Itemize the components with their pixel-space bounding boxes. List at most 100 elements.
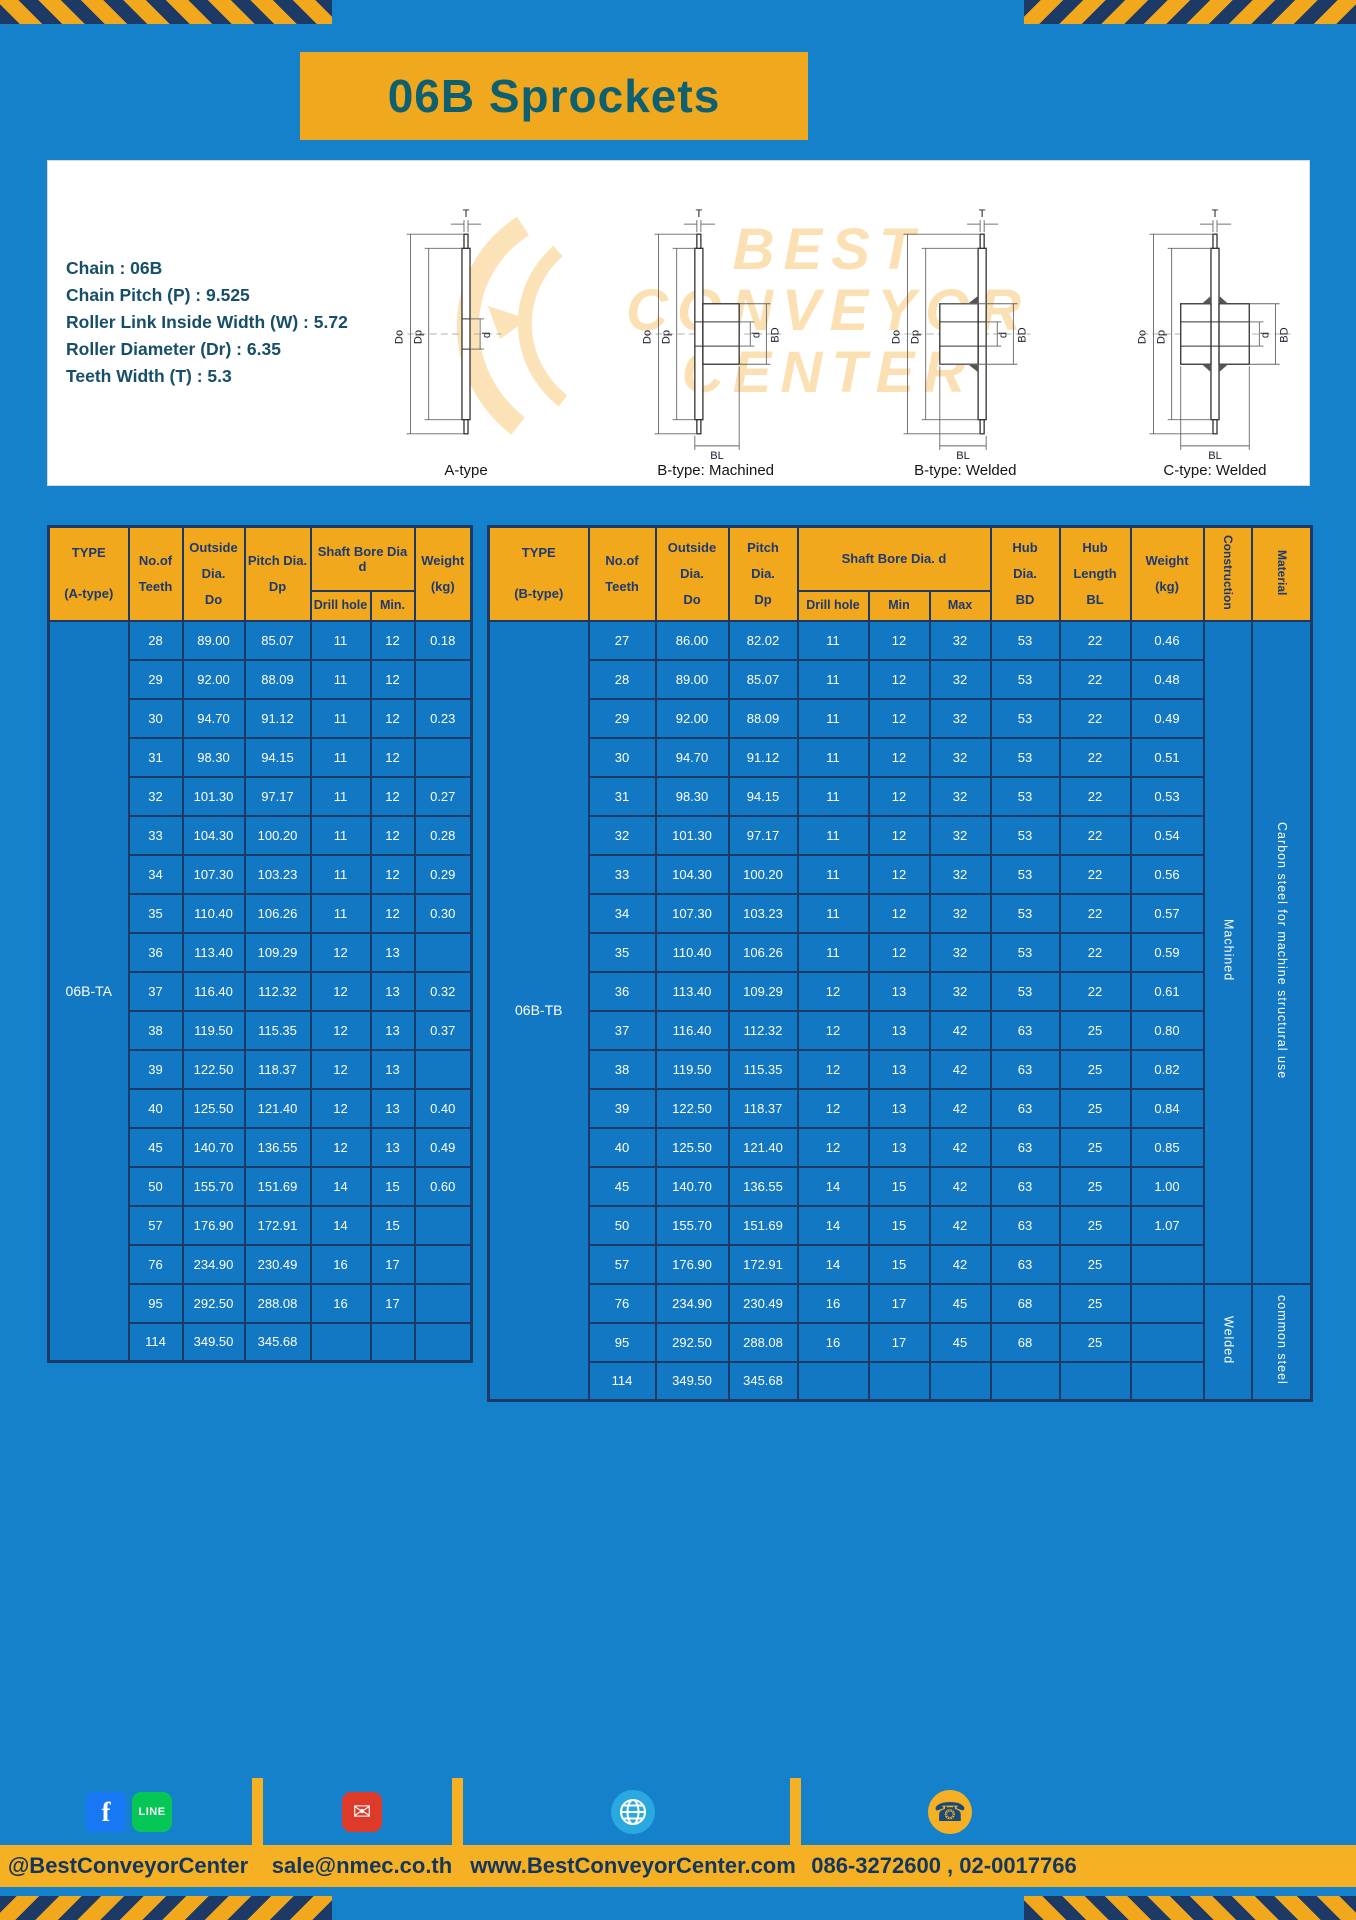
data-cell: 92.00	[181, 658, 246, 700]
data-cell: 13	[867, 1087, 931, 1129]
data-cell: 82.02	[727, 619, 799, 661]
table-row: 38 119.50 115.35 12 13 42 63 25 0.82	[489, 1048, 1312, 1090]
data-cell: 11	[309, 619, 372, 661]
data-cell: 32	[928, 814, 992, 856]
dim-label-bl: BL	[957, 450, 971, 460]
table-row: 37 116.40 112.32 12 13 0.32	[49, 970, 473, 1012]
figure-caption: C-type: Welded	[1163, 462, 1267, 479]
phone-icon: ☎	[928, 1790, 972, 1834]
col-min: Min.	[369, 589, 416, 622]
data-cell: 115.35	[727, 1048, 799, 1090]
col-teeth: No.of Teeth	[127, 525, 184, 622]
table-row: 34 107.30 103.23 11 12 32 53 22 0.57	[489, 892, 1312, 934]
data-cell: 121.40	[243, 1087, 312, 1129]
table-row: 36 113.40 109.29 12 13	[49, 931, 473, 973]
envelope-glyph: ✉	[352, 1799, 372, 1824]
table-row: 45 140.70 136.55 12 13 0.49	[49, 1126, 473, 1168]
col-outside-dia: Outside Dia. Do	[654, 525, 730, 622]
data-cell: 42	[928, 1087, 992, 1129]
data-cell: 12	[867, 658, 931, 700]
data-cell: 115.35	[243, 1009, 312, 1051]
table-row: 31 98.30 94.15 11 12 32 53 22 0.53	[489, 775, 1312, 817]
data-cell: 0.40	[413, 1087, 473, 1129]
data-cell: 45	[127, 1126, 184, 1168]
data-cell: 22	[1058, 658, 1132, 700]
data-cell: 85.07	[243, 619, 312, 661]
col-pitch-dia: Pitch Dia. Dp	[243, 525, 312, 622]
data-cell: 0.32	[413, 970, 473, 1012]
data-cell: 14	[309, 1165, 372, 1207]
dim-label-t: T	[695, 208, 702, 220]
data-cell: 0.51	[1129, 736, 1205, 778]
data-cell: 11	[309, 892, 372, 934]
page-title: 06B Sprockets	[387, 70, 721, 122]
data-cell	[413, 931, 473, 973]
table-row: 38 119.50 115.35 12 13 0.37	[49, 1009, 473, 1051]
data-cell: 292.50	[654, 1321, 730, 1363]
data-cell: 151.69	[727, 1204, 799, 1246]
data-cell: 288.08	[243, 1282, 312, 1324]
line-glyph: LINE	[138, 1806, 166, 1818]
data-cell: 32	[928, 931, 992, 973]
figure-b-type-machined: T Do Dp d BD BL B-type: Machined	[630, 169, 802, 479]
data-cell: 0.56	[1129, 853, 1205, 895]
data-cell: 118.37	[727, 1087, 799, 1129]
data-cell: 13	[369, 1048, 416, 1090]
data-cell: 63	[989, 1243, 1061, 1285]
data-cell: 100.20	[243, 814, 312, 856]
table-row: 30 94.70 91.12 11 12 32 53 22 0.51	[489, 736, 1312, 778]
data-cell: 12	[796, 1126, 870, 1168]
data-cell: 45	[587, 1165, 657, 1207]
data-cell: 12	[369, 775, 416, 817]
data-cell: 116.40	[181, 970, 246, 1012]
dim-label-bd: BD	[769, 327, 781, 342]
data-cell: 15	[369, 1165, 416, 1207]
data-cell: 94.15	[727, 775, 799, 817]
data-cell: 11	[796, 775, 870, 817]
data-cell: 15	[369, 1204, 416, 1246]
data-cell: 14	[309, 1204, 372, 1246]
type-cell: 06B-TA	[47, 619, 130, 1363]
data-cell: 12	[867, 775, 931, 817]
col-construction: Construction	[1202, 525, 1253, 622]
data-cell: 136.55	[727, 1165, 799, 1207]
data-cell: 13	[369, 1009, 416, 1051]
data-cell: 0.59	[1129, 931, 1205, 973]
data-cell: 12	[369, 619, 416, 661]
data-cell: 107.30	[181, 853, 246, 895]
footer-facebook-handle: @BestConveyorCenter	[7, 1853, 249, 1878]
data-cell: 57	[587, 1243, 657, 1285]
data-cell: 22	[1058, 775, 1132, 817]
data-cell: 13	[867, 1126, 931, 1168]
data-cell: 11	[309, 853, 372, 895]
data-cell: 27	[587, 619, 657, 661]
data-cell	[369, 1321, 416, 1363]
data-cell: 16	[796, 1321, 870, 1363]
data-cell: 22	[1058, 892, 1132, 934]
sprocket-drawing-c-welded: T Do Dp d BD BL	[1136, 208, 1291, 460]
data-cell: 12	[369, 892, 416, 934]
data-cell: 13	[867, 1009, 931, 1051]
data-cell: 234.90	[654, 1282, 730, 1324]
data-cell: 12	[796, 1087, 870, 1129]
data-cell: 13	[867, 1048, 931, 1090]
construction-cell: Welded	[1202, 1282, 1253, 1402]
data-cell: 42	[928, 1243, 992, 1285]
data-cell: 92.00	[654, 697, 730, 739]
data-cell: 42	[928, 1165, 992, 1207]
data-cell: 53	[989, 892, 1061, 934]
data-cell	[1129, 1360, 1205, 1402]
data-cell: 63	[989, 1204, 1061, 1246]
dim-label-dp: Dp	[660, 330, 672, 344]
data-cell: 101.30	[181, 775, 246, 817]
data-cell: 15	[867, 1165, 931, 1207]
dim-label-do: Do	[641, 330, 653, 344]
title-banner: 06B Sprockets	[300, 52, 808, 140]
type-cell: 06B-TB	[487, 619, 590, 1402]
data-cell: 29	[587, 697, 657, 739]
table-row: 32 101.30 97.17 11 12 32 53 22 0.54	[489, 814, 1312, 856]
data-cell: 12	[369, 697, 416, 739]
data-cell	[413, 1048, 473, 1090]
table-row: 50 155.70 151.69 14 15 42 63 25 1.07	[489, 1204, 1312, 1246]
data-cell: 94.15	[243, 736, 312, 778]
